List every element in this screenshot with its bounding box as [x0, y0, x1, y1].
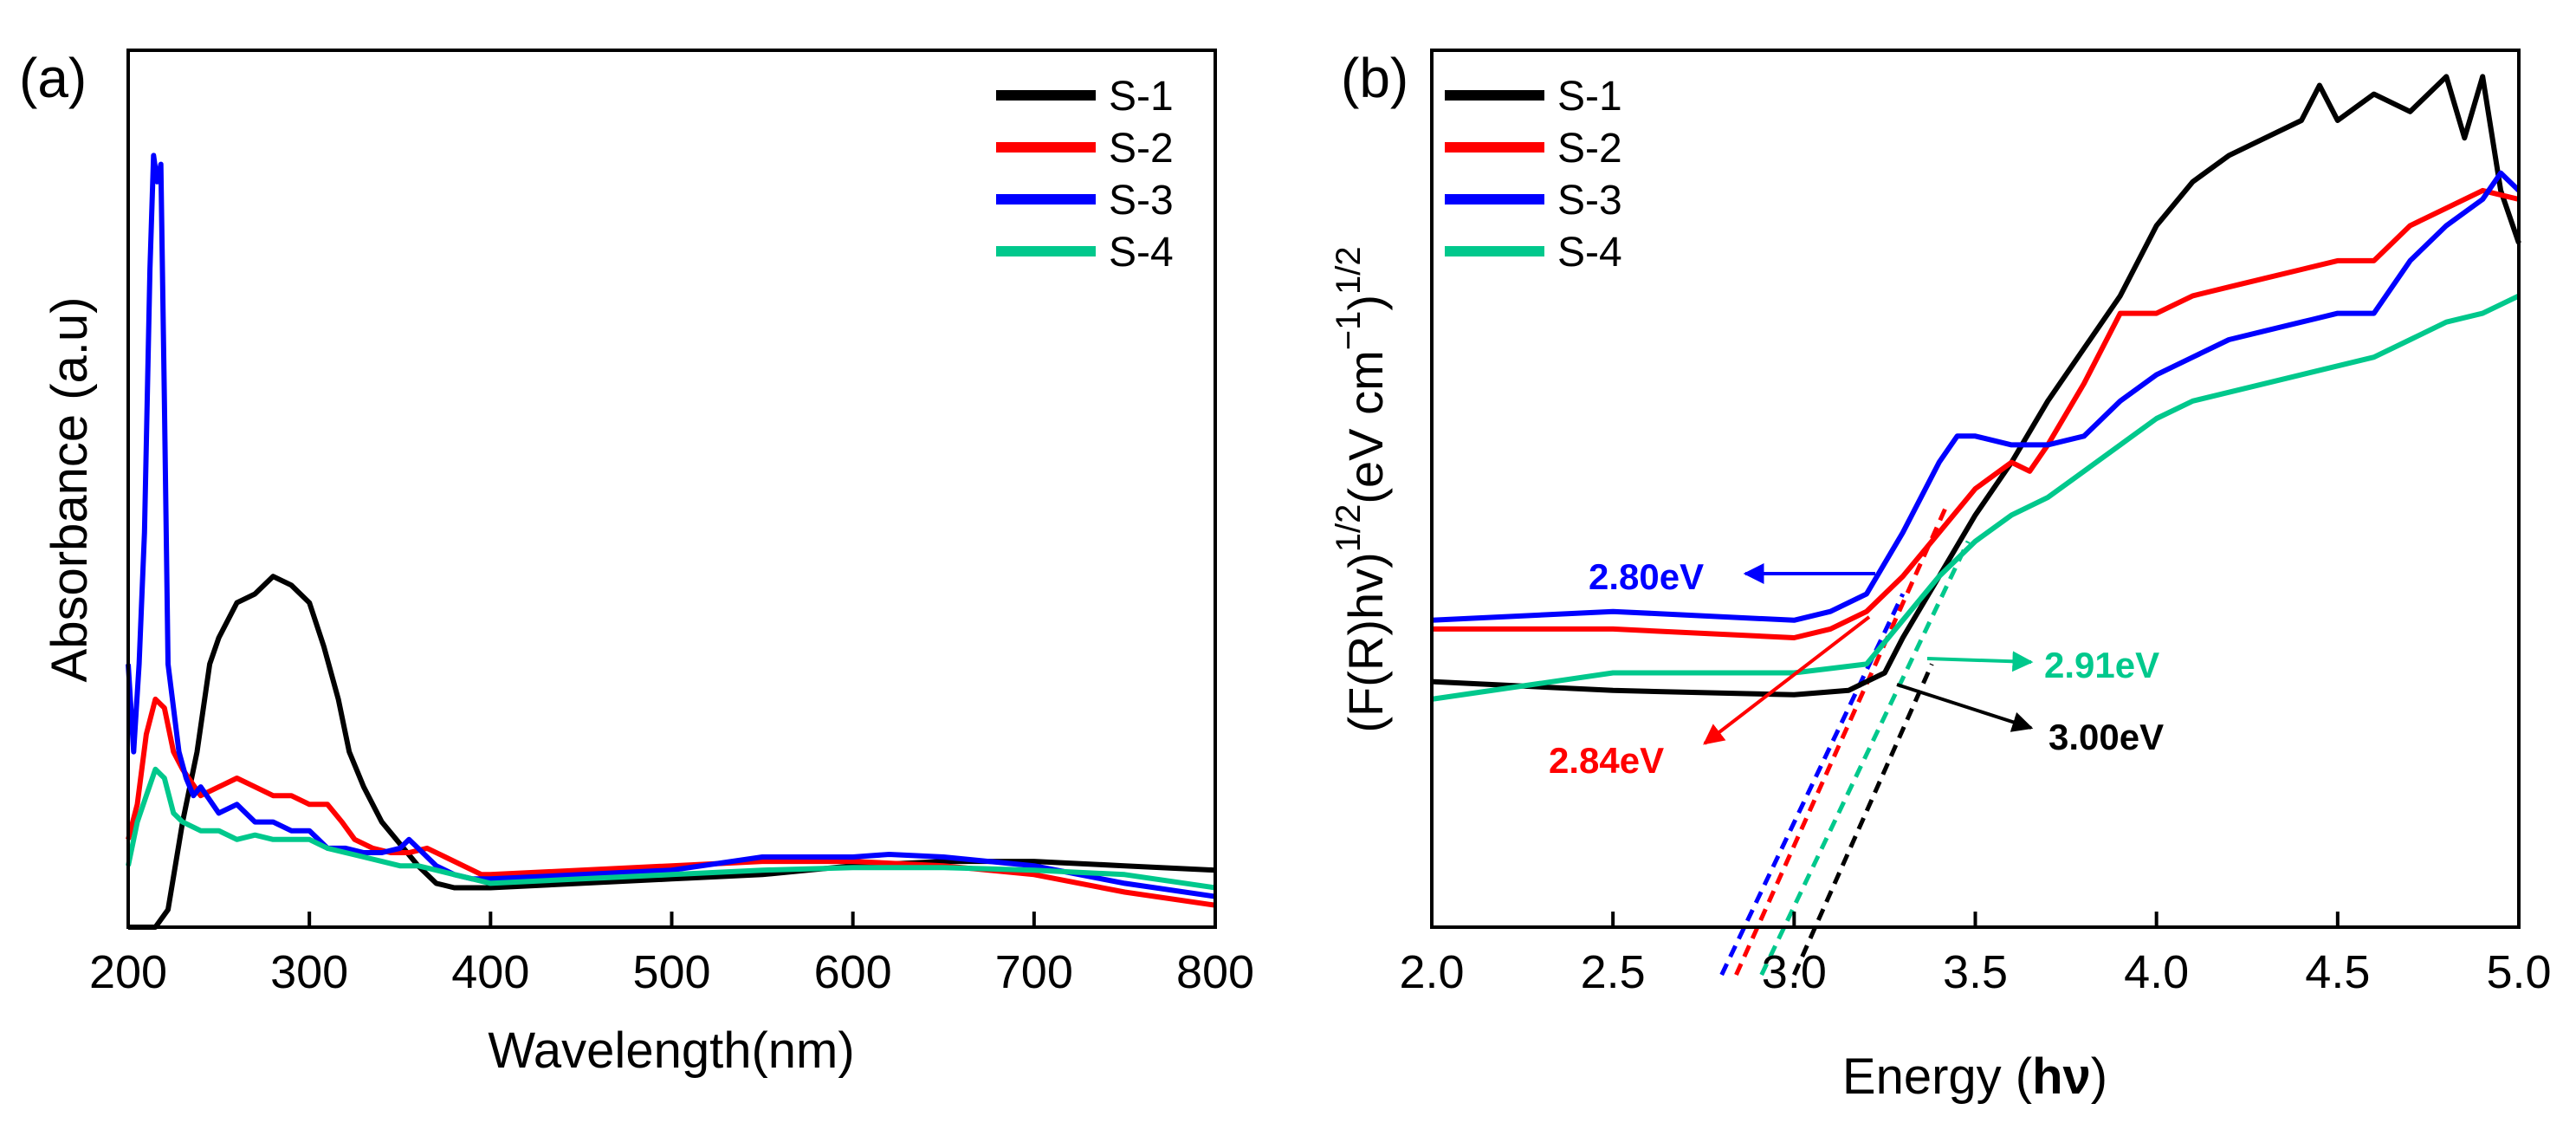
panel-b-tangent-lines — [1719, 505, 1971, 977]
annotation-2-91: 2.91eV — [2044, 645, 2159, 685]
panel-a-y-axis-label: Absorbance (a.u) — [42, 297, 98, 683]
tangent-line-2 — [1759, 540, 1971, 977]
panel-b-series — [1431, 74, 2521, 702]
panel-b-x-tick-label: 3.0 — [1762, 946, 1827, 998]
panel-b-plot-frame — [1430, 49, 2521, 929]
panel-a-x-tick-label: 500 — [632, 946, 710, 998]
panel-b-y-axis-label: (F(R)hv)1/2(eV cm−1)1/2 — [1330, 246, 1393, 732]
panel-b-legend-label-s-4: S-4 — [1557, 230, 1622, 276]
panel-b-label: (b) — [1341, 47, 1408, 109]
annotation-3-00: 3.00eV — [2049, 717, 2164, 757]
panel-b-x-tick-label: 2.0 — [1399, 946, 1464, 998]
panel-a-legend-label-s-2: S-2 — [1109, 126, 1174, 172]
annotation-arrow-2-91 — [1926, 651, 2034, 672]
panel-b-x-tick-label: 3.5 — [1943, 946, 2008, 998]
panel-a-plot-frame — [126, 49, 1217, 929]
panel-b-series-s-1 — [1431, 74, 2521, 698]
panel-a-label: (a) — [19, 47, 87, 109]
panel-a-legend-label-s-1: S-1 — [1109, 74, 1174, 120]
panel-b-legend-label-s-3: S-3 — [1557, 178, 1622, 224]
panel-a-legend-label-s-3: S-3 — [1109, 178, 1174, 224]
annotation-arrow-2-84 — [1703, 615, 1871, 745]
annotation-arrow-3-00 — [1896, 683, 2034, 732]
panel-b-x-tick-label: 5.0 — [2486, 946, 2551, 998]
panel-a-x-tick-label: 200 — [89, 946, 167, 998]
panel-a-series-s-1 — [128, 574, 1216, 930]
panel-a-x-ticks: 200 300 400 500 600 700 800 — [89, 912, 1254, 998]
panel-a-legend: S-1 S-2 S-3 S-4 — [996, 74, 1174, 276]
panel-b-x-tick-label: 4.5 — [2305, 946, 2370, 998]
panel-b-series-s-4 — [1431, 293, 2521, 702]
panel-a-x-tick-label: 800 — [1176, 946, 1254, 998]
panel-b: (b) 2.0 2.5 3.0 3.5 4.0 4.5 5.0 Energy (hν) (F… — [1330, 47, 2552, 1105]
panel-b-x-axis-label: Energy (hν) — [1842, 1048, 2107, 1105]
tangent-line-0 — [1719, 593, 1906, 977]
annotation-2-80: 2.80eV — [1589, 556, 1704, 597]
panel-a-x-axis-label: Wavelength(nm) — [488, 1022, 854, 1079]
panel-b-x-tick-label: 4.0 — [2124, 946, 2189, 998]
panel-a-x-tick-label: 400 — [451, 946, 529, 998]
panel-a-x-tick-label: 700 — [995, 946, 1073, 998]
panel-a-x-tick-label: 300 — [270, 946, 348, 998]
panel-a-series-s-3 — [126, 153, 1216, 899]
panel-a: (a) 200 300 400 500 600 700 800 Wavelength(nm)… — [19, 47, 1254, 1079]
tangent-line-3 — [1792, 663, 1934, 977]
annotation-2-84: 2.84eV — [1549, 740, 1664, 781]
panel-b-legend: S-1 S-2 S-3 S-4 — [1445, 74, 1622, 276]
panel-a-series — [126, 153, 1216, 930]
panel-b-legend-label-s-1: S-1 — [1557, 74, 1622, 120]
panel-b-x-ticks: 2.0 2.5 3.0 3.5 4.0 4.5 5.0 — [1399, 912, 2552, 998]
panel-a-series-s-4 — [126, 766, 1216, 891]
panel-b-series-s-2 — [1432, 187, 2520, 640]
panel-b-annotations: 2.80eV 2.84eV 2.91eV 3.00eV — [1549, 556, 2164, 781]
panel-a-x-tick-label: 600 — [814, 946, 892, 998]
panel-b-x-tick-label: 2.5 — [1581, 946, 1646, 998]
panel-a-legend-label-s-4: S-4 — [1109, 230, 1174, 276]
tangent-line-1 — [1734, 505, 1949, 977]
panel-b-legend-label-s-2: S-2 — [1557, 126, 1622, 172]
panel-b-series-s-3 — [1431, 170, 2521, 623]
